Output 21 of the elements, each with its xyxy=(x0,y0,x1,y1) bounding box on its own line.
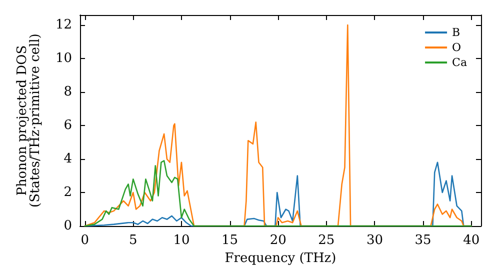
y-tick-label: 0 xyxy=(64,218,72,234)
y-tick-label: 10 xyxy=(55,51,72,66)
x-tick-label: 20 xyxy=(270,233,286,248)
x-tick-label: 40 xyxy=(463,233,480,248)
legend-label: Ca xyxy=(452,56,468,69)
legend-label: B xyxy=(452,26,460,39)
x-tick-label: 0 xyxy=(80,233,89,248)
legend-label: O xyxy=(452,41,462,54)
y-tick-label: 12 xyxy=(55,18,72,33)
x-axis-title: Frequency (THz) xyxy=(224,250,336,266)
x-tick-label: 30 xyxy=(366,233,383,248)
x-tick-label: 25 xyxy=(318,233,335,248)
y-tick-label: 2 xyxy=(64,185,72,200)
y-tick-label: 6 xyxy=(64,118,72,134)
y-tick-label: 4 xyxy=(64,152,72,167)
x-tick-label: 10 xyxy=(173,233,190,248)
y-axis-title: Phonon projected DOS (States/THz·primitive cell) xyxy=(15,33,43,208)
x-tick-label: 5 xyxy=(129,233,138,248)
y-tick-label: 8 xyxy=(64,84,72,100)
x-tick-label: 35 xyxy=(414,233,432,248)
x-tick-label: 15 xyxy=(222,233,238,248)
